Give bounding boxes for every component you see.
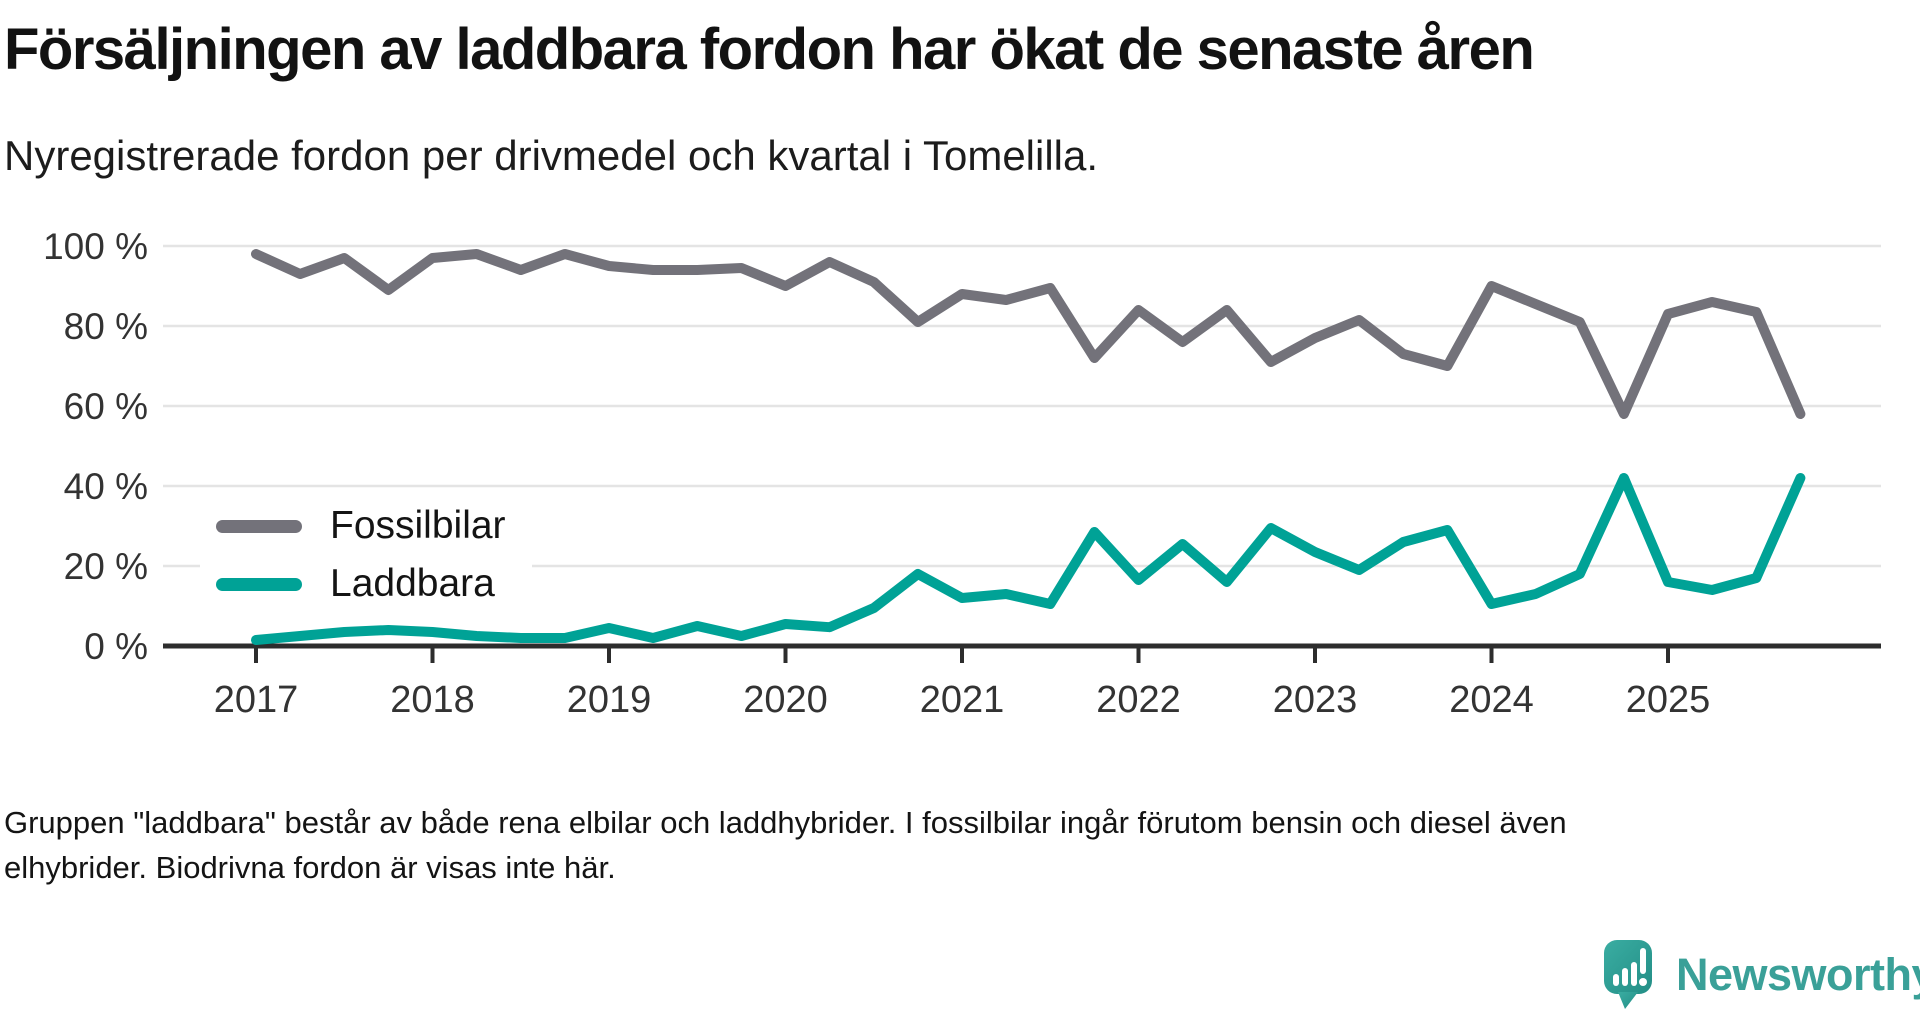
x-tick-labels: 2017 2018 2019 2020 2021 2022 2023 2024 2025	[214, 679, 1711, 721]
x-tick-label-2018: 2018	[390, 679, 475, 721]
newsworthy-logo-text: Newsworthy	[1676, 949, 1920, 1000]
series-lines	[251, 249, 1806, 645]
y-tick-label-0: 0 %	[84, 626, 148, 667]
newsworthy-logo: Newsworthy	[1604, 940, 1920, 1010]
y-tick-label-40: 40 %	[64, 466, 148, 507]
legend-label-fossilbilar: Fossilbilar	[330, 504, 506, 547]
legend-item-laddbara: Laddbara	[216, 562, 506, 606]
x-tick-label-2024: 2024	[1449, 679, 1534, 721]
chart-subtitle: Nyregistrerade fordon per drivmedel och …	[4, 132, 1099, 179]
laddbara-line-swatch-icon	[216, 577, 302, 591]
fossilbilar-line	[251, 249, 1806, 419]
chart-footnote: Gruppen "laddbara" består av både rena e…	[4, 805, 1567, 885]
y-tick-label-80: 80 %	[64, 306, 148, 347]
x-tick-label-2017: 2017	[214, 679, 299, 721]
chart-legend: Fossilbilar Laddbara	[200, 500, 532, 616]
y-tick-label-20: 20 %	[64, 546, 148, 587]
x-tick-label-2022: 2022	[1096, 679, 1181, 721]
legend-label-laddbara: Laddbara	[330, 562, 495, 605]
x-tick-label-2019: 2019	[567, 679, 652, 721]
y-tick-label-60: 60 %	[64, 386, 148, 427]
x-tick-label-2020: 2020	[743, 679, 828, 721]
legend-item-fossilbilar: Fossilbilar	[216, 504, 506, 548]
x-tick-label-2025: 2025	[1626, 679, 1711, 721]
speech-bubble-bar-chart-icon	[1604, 940, 1652, 1009]
x-tick-label-2023: 2023	[1273, 679, 1358, 721]
fossilbilar-line-swatch-icon	[216, 519, 302, 533]
laddbara-line	[251, 473, 1806, 645]
y-tick-label-100: 100 %	[43, 226, 148, 267]
x-tick-label-2021: 2021	[920, 679, 1005, 721]
x-axis	[163, 643, 1881, 663]
y-tick-labels: 100 % 80 % 60 % 40 % 20 % 0 %	[43, 226, 148, 667]
chart-title: Försäljningen av laddbara fordon har öka…	[4, 17, 1535, 82]
